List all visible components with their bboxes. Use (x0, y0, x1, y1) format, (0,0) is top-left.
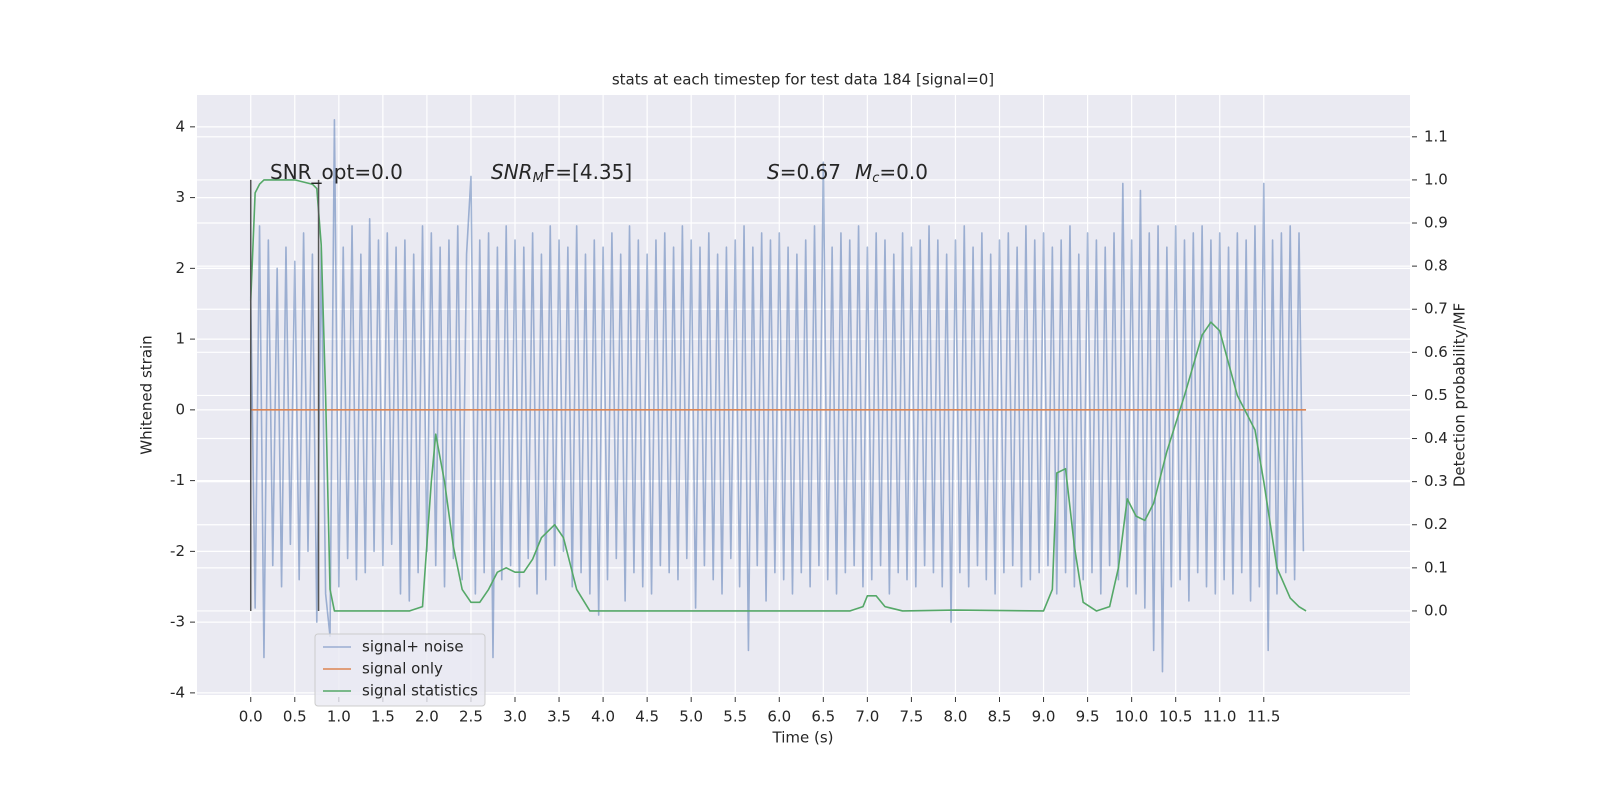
y-tick-label: -2 (170, 542, 185, 560)
x-tick-label: 0.0 (239, 708, 263, 726)
x-tick-label: 5.5 (723, 708, 747, 726)
y2-tick-label: 1.0 (1424, 170, 1448, 188)
annotation: SNR_opt=0.0 (270, 160, 403, 184)
y2-axis-label: Detection probability/MF (1451, 303, 1469, 487)
y2-tick-label: 0.5 (1424, 386, 1448, 404)
y-tick-label: 3 (175, 188, 185, 206)
annotation-part: S (767, 160, 780, 184)
y-tick-label: -3 (170, 613, 185, 631)
x-tick-label: 11.0 (1203, 708, 1236, 726)
annotation-part: F=[4.35] (544, 160, 632, 184)
x-tick-label: 4.5 (635, 708, 659, 726)
legend-label: signal statistics (362, 682, 478, 700)
annotation: S=0.67 Mc=0.0 (767, 160, 928, 186)
annotation-part: SNR (491, 160, 533, 184)
x-tick-label: 4.0 (591, 708, 615, 726)
series-line (249, 118, 1305, 673)
y-tick-label: 1 (175, 330, 185, 348)
x-tick-label: 3.5 (547, 708, 571, 726)
x-tick-label: 8.5 (988, 708, 1012, 726)
y-tick-label: 2 (175, 259, 185, 277)
y-tick-label: -4 (170, 683, 185, 701)
annotation-part: =0.0 (879, 160, 928, 184)
x-tick-label: 8.0 (944, 708, 968, 726)
x-tick-label: 6.0 (767, 708, 791, 726)
x-tick-label: 10.5 (1159, 708, 1192, 726)
legend-box (314, 633, 486, 707)
y2-tick-label: 0.7 (1424, 300, 1448, 318)
legend-label: signal+ noise (362, 638, 464, 656)
y2-tick-label: 0.8 (1424, 257, 1448, 275)
x-tick-label: 3.0 (503, 708, 527, 726)
x-tick-label: 11.5 (1247, 708, 1280, 726)
y-tick-label: 0 (175, 400, 185, 418)
x-tick-label: 5.0 (679, 708, 703, 726)
y-tick-label: -1 (170, 471, 185, 489)
x-tick-label: 1.0 (327, 708, 351, 726)
y-axis-label: Whitened strain (138, 335, 156, 454)
x-axis-label: Time (s) (772, 729, 834, 747)
y2-tick-label: 0.9 (1424, 214, 1448, 232)
overlay: -4 -3 -2 -1 0 1 2 3 4 0.0 0.1 0.2 0.3 0.4 0.5 0.6 0.7 0.8… (170, 117, 1448, 725)
x-tick-label: 2.0 (415, 708, 439, 726)
x-tick-label: 2.5 (459, 708, 483, 726)
x-tick-label: 10.0 (1115, 708, 1148, 726)
plot (249, 118, 1307, 673)
x-tick-label: 9.5 (1076, 708, 1100, 726)
annotation-part: =0.67 (780, 160, 841, 184)
y2-tick-label: 0.2 (1424, 515, 1448, 533)
y2-tick-label: 0.3 (1424, 472, 1448, 490)
y2-tick-label: 0.0 (1424, 601, 1448, 619)
annotation-part: SNR_opt=0.0 (270, 160, 403, 184)
x-tick-label: 9.0 (1032, 708, 1056, 726)
y2-tick-label: 0.4 (1424, 429, 1448, 447)
annotation: SNRMF=[4.35] (491, 160, 632, 186)
y2-tick-label: 0.6 (1424, 343, 1448, 361)
x-tick-label: 7.0 (855, 708, 879, 726)
annotation-part: M (855, 160, 872, 184)
y2-tick-label: 0.1 (1424, 558, 1448, 576)
x-tick-label: 1.5 (371, 708, 395, 726)
x-tick-label: 6.5 (811, 708, 835, 726)
annotation-part: c (872, 171, 879, 186)
legend-label: signal only (362, 660, 443, 678)
x-tick-label: 7.5 (899, 708, 923, 726)
y2-tick-label: 1.1 (1424, 127, 1448, 145)
annotation-part: M (533, 171, 544, 186)
x-tick-label: 0.5 (283, 708, 307, 726)
series-line (249, 179, 1307, 612)
y-tick-label: 4 (175, 117, 185, 135)
chart-title: stats at each timestep for test data 184… (612, 71, 994, 89)
